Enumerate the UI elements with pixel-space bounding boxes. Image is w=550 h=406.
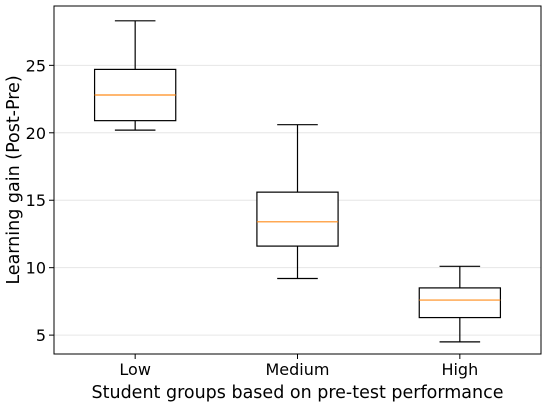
y-axis: 5 10 15 20 25 xyxy=(26,56,54,345)
x-axis-label: Student groups based on pre-test perform… xyxy=(92,383,504,403)
y-tick-label: 15 xyxy=(26,191,46,210)
iqr-box xyxy=(256,191,339,247)
box-series xyxy=(93,20,502,343)
x-tick-label: Low xyxy=(119,360,151,379)
box-high xyxy=(418,265,502,343)
x-tick-label: Medium xyxy=(266,360,330,379)
y-tick-label: 20 xyxy=(26,124,46,143)
iqr-box xyxy=(418,287,502,319)
x-tick-label: High xyxy=(441,360,478,379)
y-tick-label: 10 xyxy=(26,259,46,278)
y-tick-label: 5 xyxy=(36,326,46,345)
box-medium xyxy=(256,124,339,280)
y-axis-label: Learning gain (Post-Pre) xyxy=(4,75,24,284)
x-axis: Low Medium High xyxy=(119,354,478,379)
y-tick-label: 25 xyxy=(26,56,46,75)
box-low xyxy=(93,20,177,131)
